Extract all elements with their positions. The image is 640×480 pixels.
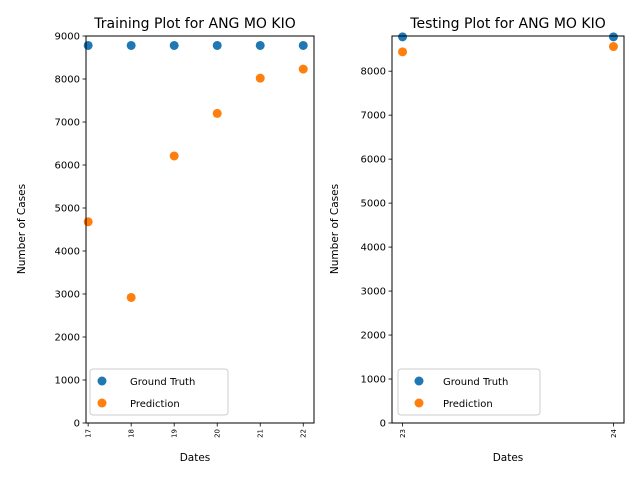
training-plot-xlabel: Dates	[180, 452, 211, 464]
legend-frame	[89, 368, 229, 416]
training-plot-ylabel: Number of Cases	[16, 184, 28, 274]
training-plot-legend: Ground Truth Prediction	[89, 368, 229, 416]
testing-plot-ylabel: Number of Cases	[329, 184, 341, 274]
y-tick-label: 7000	[55, 118, 80, 129]
x-tick-label: 22	[300, 429, 308, 438]
testing-plot-xlabel: Dates	[493, 452, 524, 464]
testing-plot-frame	[391, 35, 625, 424]
y-tick-label: 6000	[361, 155, 386, 166]
x-tick-label: 18	[128, 429, 136, 438]
legend-frame	[397, 368, 541, 416]
y-tick-label: 5000	[55, 204, 80, 215]
prediction-point	[255, 73, 265, 83]
y-tick-label: 3000	[361, 287, 386, 298]
testing-plot-legend: Ground Truth Prediction	[397, 368, 541, 416]
ground-truth-point	[255, 40, 265, 50]
legend-marker-ground-truth	[414, 376, 424, 386]
legend-marker-prediction	[97, 398, 107, 408]
y-tick-label: 4000	[55, 247, 80, 258]
legend-marker-ground-truth	[97, 376, 107, 386]
y-tick-label: 6000	[55, 161, 80, 172]
y-tick-label: 0	[380, 419, 386, 430]
y-tick-label: 9000	[55, 32, 80, 43]
y-tick-label: 7000	[361, 111, 386, 122]
y-tick-label: 4000	[361, 243, 386, 254]
y-tick-label: 2000	[361, 331, 386, 342]
training-plot-title: Training Plot for ANG MO KIO	[93, 16, 295, 32]
x-tick-label: 20	[214, 429, 222, 438]
y-tick-label: 3000	[55, 290, 80, 301]
training-plot: Training Plot for ANG MO KIO 0 1000 2000 30…	[16, 16, 315, 464]
x-tick-label: 19	[171, 429, 179, 438]
legend-label-prediction: Prediction	[443, 399, 493, 410]
testing-plot: Testing Plot for ANG MO KIO 0 1000 2000 300…	[329, 16, 625, 464]
x-tick-label: 24	[610, 428, 618, 437]
testing-plot-marks: 0 1000 2000 3000 4000 5000 6000 7000 8000 23 24	[361, 32, 618, 438]
legend-label-ground-truth: Ground Truth	[130, 377, 195, 388]
ground-truth-point	[608, 32, 618, 42]
y-tick-label: 2000	[55, 333, 80, 344]
ground-truth-point	[126, 40, 136, 50]
x-tick-label: 17	[85, 429, 93, 438]
testing-plot-title: Testing Plot for ANG MO KIO	[409, 16, 605, 32]
y-tick-label: 8000	[55, 75, 80, 86]
y-tick-label: 0	[74, 419, 80, 430]
ground-truth-point	[212, 40, 222, 50]
legend-label-prediction: Prediction	[130, 399, 180, 410]
prediction-point	[83, 217, 93, 227]
y-tick-label: 1000	[55, 376, 80, 387]
prediction-point	[398, 47, 408, 57]
legend-label-ground-truth: Ground Truth	[443, 377, 508, 388]
prediction-point	[298, 64, 308, 74]
prediction-point	[169, 151, 179, 161]
y-tick-label: 5000	[361, 199, 386, 210]
ground-truth-point	[83, 40, 93, 50]
ground-truth-point	[169, 40, 179, 50]
training-plot-frame	[85, 35, 315, 424]
ground-truth-point	[298, 40, 308, 50]
y-tick-label: 8000	[361, 67, 386, 78]
prediction-point	[608, 42, 618, 52]
legend-marker-prediction	[414, 398, 424, 408]
y-tick-label: 1000	[361, 375, 386, 386]
prediction-point	[126, 292, 136, 302]
training-plot-marks: 0 1000 2000 3000 4000 5000 6000 7000 8000 9000 17 1…	[55, 32, 308, 438]
x-tick-label: 23	[399, 429, 407, 438]
ground-truth-point	[398, 32, 408, 42]
prediction-point	[212, 108, 222, 118]
x-tick-label: 21	[257, 429, 265, 438]
